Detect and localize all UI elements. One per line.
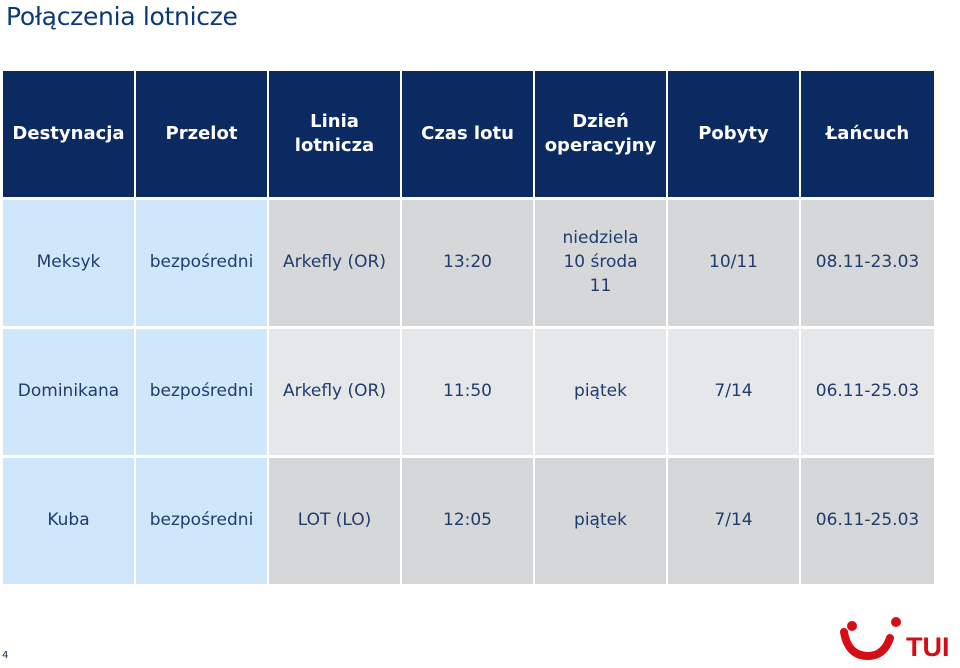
table-cell: piątek (535, 329, 666, 455)
table-cell: piątek (535, 458, 666, 584)
table-cell: 08.11-23.03 (801, 200, 934, 326)
header-destynacja: Destynacja (3, 71, 134, 197)
tui-smile-icon (840, 617, 901, 661)
table-cell: 06.11-25.03 (801, 458, 934, 584)
table-cell: 7/14 (668, 329, 799, 455)
header-czas-lotu: Czas lotu (402, 71, 533, 197)
table-cell: Dominikana (3, 329, 134, 455)
table-cell: niedziela 10 środa 11 (535, 200, 666, 326)
table-cell: LOT (LO) (269, 458, 400, 584)
table-cell: Arkefly (OR) (269, 329, 400, 455)
table-cell: 10/11 (668, 200, 799, 326)
header-dzien-operacyjny: Dzień operacyjny (535, 71, 666, 197)
header-przelot: Przelot (136, 71, 267, 197)
table-cell: Kuba (3, 458, 134, 584)
tui-logo-text: TUI (906, 632, 950, 662)
table-cell: 06.11-25.03 (801, 329, 934, 455)
tui-logo: TUI (840, 617, 950, 662)
table-cell: Arkefly (OR) (269, 200, 400, 326)
table-cell: 7/14 (668, 458, 799, 584)
page-number: 4 (2, 650, 9, 661)
table-cell: 12:05 (402, 458, 533, 584)
header-pobyty: Pobyty (668, 71, 799, 197)
header-linia-lotnicza: Linia lotnicza (269, 71, 400, 197)
table-cell: bezpośredni (136, 458, 267, 584)
table-cell: 11:50 (402, 329, 533, 455)
table-cell: bezpośredni (136, 329, 267, 455)
table-cell: bezpośredni (136, 200, 267, 326)
page-title: Połączenia lotnicze (6, 2, 238, 31)
flights-table: Destynacja Przelot Linia lotnicza Czas l… (3, 71, 934, 584)
header-lancuch: Łańcuch (801, 71, 934, 197)
table-cell: 13:20 (402, 200, 533, 326)
table-cell: Meksyk (3, 200, 134, 326)
